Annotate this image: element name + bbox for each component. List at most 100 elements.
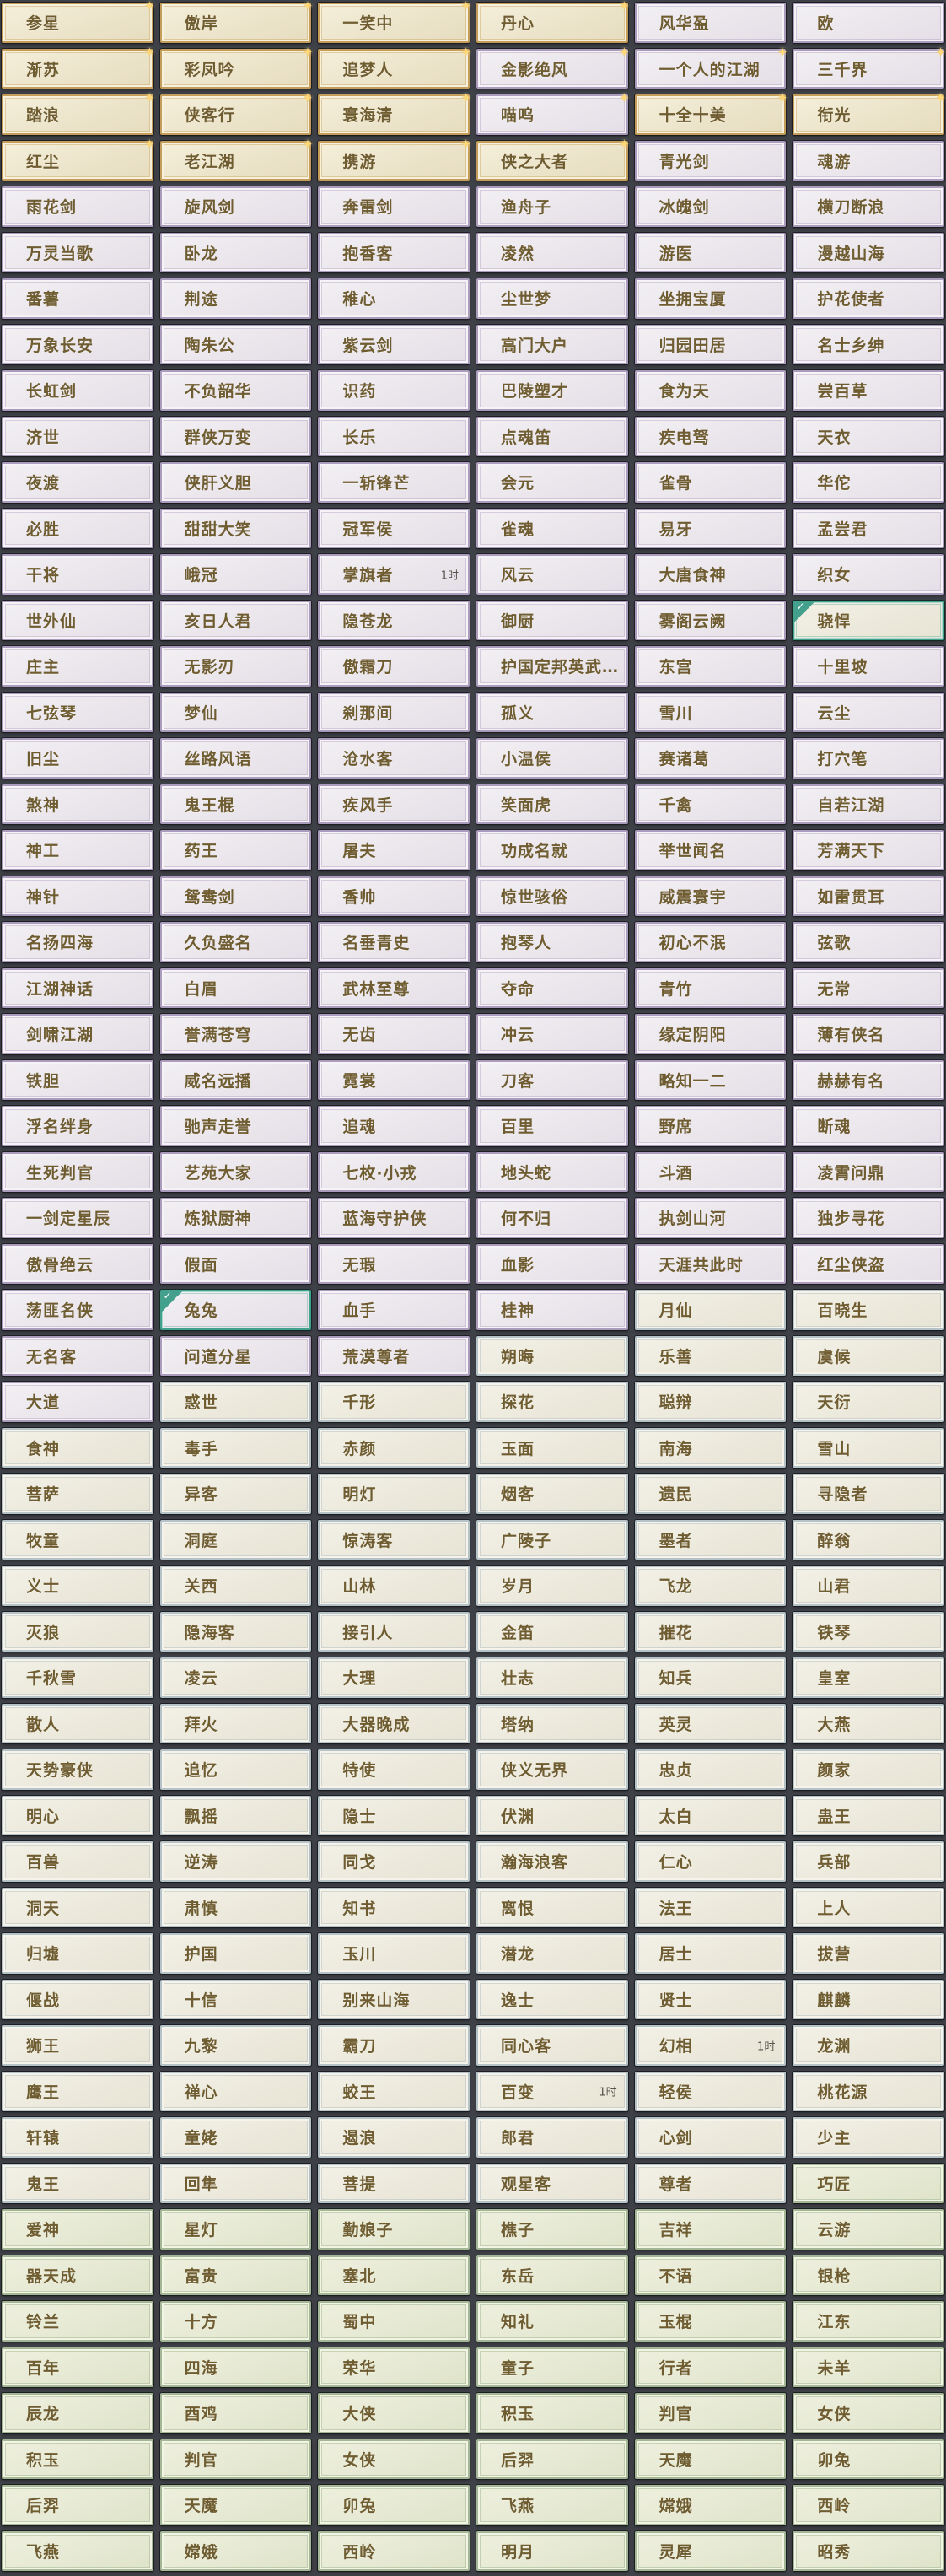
title-cell[interactable]: 观星客: [476, 2163, 628, 2203]
title-cell[interactable]: 江东: [793, 2301, 944, 2342]
title-cell[interactable]: 地头蛇: [476, 1151, 628, 1192]
title-cell[interactable]: 东岳: [476, 2255, 628, 2295]
title-cell[interactable]: 久负盛名: [159, 922, 312, 962]
title-cell[interactable]: 夺命: [476, 967, 628, 1008]
title-cell[interactable]: ✦ 参星: [2, 0, 155, 43]
title-cell[interactable]: 铁琴: [793, 1611, 944, 1652]
title-cell[interactable]: 何不归: [476, 1198, 628, 1238]
title-cell[interactable]: 未羊: [793, 2347, 944, 2387]
title-cell[interactable]: 蛟王: [318, 2071, 470, 2111]
title-cell[interactable]: 必胜: [2, 508, 153, 548]
title-cell[interactable]: 凌云: [159, 1657, 312, 1698]
title-cell[interactable]: 名扬四海: [2, 922, 153, 962]
title-cell[interactable]: 百变 1时: [476, 2071, 628, 2111]
title-cell[interactable]: ✦ 红尘: [2, 137, 155, 181]
title-cell[interactable]: 大唐食神: [634, 554, 787, 595]
title-cell[interactable]: 逸士: [476, 1979, 628, 2019]
title-cell[interactable]: 炼狱厨神: [159, 1198, 312, 1238]
title-cell[interactable]: 护花使者: [793, 278, 944, 319]
title-cell[interactable]: 贤士: [634, 1979, 787, 2019]
title-cell[interactable]: 赤颜: [318, 1427, 470, 1468]
title-cell[interactable]: 薄有侠名: [793, 1014, 944, 1054]
title-cell[interactable]: 渔舟子: [476, 186, 628, 227]
title-cell[interactable]: 铁胆: [2, 1059, 153, 1100]
title-cell[interactable]: 自若江湖: [793, 784, 944, 824]
title-cell[interactable]: 游医: [634, 232, 787, 272]
title-cell[interactable]: 南海: [634, 1427, 787, 1468]
title-cell[interactable]: 七枚·小戎: [318, 1151, 470, 1192]
title-cell[interactable]: 沧水客: [318, 738, 470, 779]
title-cell[interactable]: 麒麟: [793, 1979, 944, 2019]
title-cell[interactable]: ✦ 追梦人: [318, 45, 471, 89]
title-cell[interactable]: 关西: [159, 1566, 312, 1606]
title-cell[interactable]: 隐士: [318, 1795, 470, 1835]
title-cell[interactable]: 庄主: [2, 646, 153, 687]
title-cell[interactable]: 天衍: [793, 1382, 944, 1422]
title-cell[interactable]: 轩辕: [2, 2117, 153, 2158]
title-cell[interactable]: 甜甜大笑: [159, 508, 312, 548]
title-cell[interactable]: 千形: [318, 1382, 470, 1422]
title-cell[interactable]: 郎君: [476, 2117, 628, 2158]
title-cell[interactable]: 西岭: [793, 2485, 944, 2525]
title-cell[interactable]: 梦仙: [159, 692, 312, 732]
title-cell[interactable]: 上人: [793, 1887, 944, 1927]
title-cell[interactable]: 蜀中: [318, 2301, 470, 2342]
title-cell[interactable]: 威名远播: [159, 1059, 312, 1100]
title-cell[interactable]: 潜龙: [476, 1933, 628, 1974]
title-cell[interactable]: 峨冠: [159, 554, 312, 595]
title-cell[interactable]: 刹那间: [318, 692, 470, 732]
title-cell[interactable]: 冲云: [476, 1014, 628, 1054]
title-cell[interactable]: 易牙: [634, 508, 787, 548]
title-cell[interactable]: 明灯: [318, 1474, 470, 1514]
title-cell[interactable]: 吉祥: [634, 2209, 787, 2250]
title-cell[interactable]: 十方: [159, 2301, 312, 2342]
title-cell[interactable]: 千秋雪: [2, 1657, 153, 1698]
title-cell[interactable]: 血手: [318, 1290, 470, 1330]
title-cell[interactable]: 惊世骇俗: [476, 876, 628, 916]
title-cell[interactable]: 龙渊: [793, 2025, 944, 2066]
title-cell[interactable]: 幻相 1时: [634, 2025, 787, 2066]
title-cell[interactable]: 尘世梦: [476, 278, 628, 319]
title-cell[interactable]: 童子: [476, 2347, 628, 2387]
title-cell[interactable]: 嫦娥: [634, 2485, 787, 2525]
title-cell[interactable]: 少主: [793, 2117, 944, 2158]
title-cell[interactable]: 英灵: [634, 1703, 787, 1743]
title-cell[interactable]: 十信: [159, 1979, 312, 2019]
title-cell[interactable]: 无常: [793, 967, 944, 1008]
title-cell[interactable]: 灭狼: [2, 1611, 153, 1652]
title-cell[interactable]: 生死判官: [2, 1151, 153, 1192]
title-cell[interactable]: 百年: [2, 2347, 153, 2387]
title-cell[interactable]: 菩提: [318, 2163, 470, 2203]
title-cell[interactable]: 天涯共此时: [634, 1243, 787, 1284]
title-cell[interactable]: 点魂笛: [476, 416, 628, 456]
title-cell[interactable]: 誉满苍穹: [159, 1014, 312, 1054]
title-cell[interactable]: 器天成: [2, 2255, 153, 2295]
title-cell[interactable]: ✦ 携游: [318, 137, 471, 181]
title-cell[interactable]: 卯兔: [793, 2439, 944, 2479]
title-cell[interactable]: 桂神: [476, 1290, 628, 1330]
title-cell[interactable]: 散人: [2, 1703, 153, 1743]
title-cell[interactable]: 归墟: [2, 1933, 153, 1974]
title-cell[interactable]: 积玉: [476, 2393, 628, 2433]
title-cell[interactable]: ✦ 侠之大者: [476, 137, 630, 181]
title-cell[interactable]: 离恨: [476, 1887, 628, 1927]
title-cell[interactable]: 巴陵塑才: [476, 370, 628, 411]
title-cell[interactable]: 颜家: [793, 1749, 944, 1790]
title-cell[interactable]: 旋风剑: [159, 186, 312, 227]
title-cell[interactable]: 长乐: [318, 416, 470, 456]
title-cell[interactable]: 缘定阴阳: [634, 1014, 787, 1054]
title-cell[interactable]: 雪川: [634, 692, 787, 732]
title-cell[interactable]: 肃慎: [159, 1887, 312, 1927]
title-cell[interactable]: ✦ 丹心: [476, 0, 630, 43]
title-cell[interactable]: 明月: [476, 2530, 628, 2571]
title-cell[interactable]: 武林至尊: [318, 967, 470, 1008]
title-cell[interactable]: 飞燕: [476, 2485, 628, 2525]
title-cell[interactable]: 大燕: [793, 1703, 944, 1743]
title-cell[interactable]: 冰魄剑: [634, 186, 787, 227]
title-cell[interactable]: 掌旗者 1时: [318, 554, 470, 595]
title-cell[interactable]: 朔晦: [476, 1335, 628, 1376]
title-cell[interactable]: 伏渊: [476, 1795, 628, 1835]
title-cell[interactable]: 雨花剑: [2, 186, 153, 227]
title-cell[interactable]: ✦ 彩凤吟: [159, 45, 313, 89]
title-cell[interactable]: 墨者: [634, 1519, 787, 1560]
